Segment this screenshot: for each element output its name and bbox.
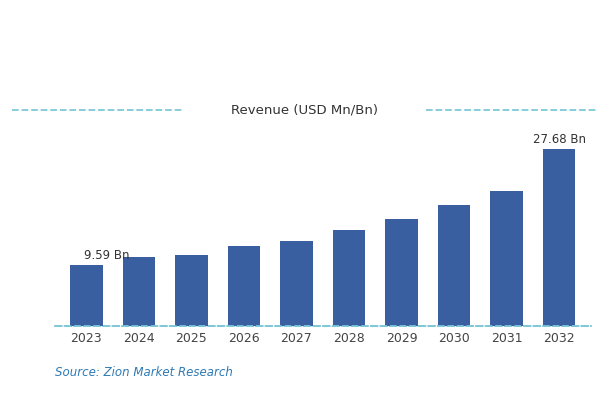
Bar [175,255,208,326]
Bar [385,219,418,326]
Text: 27.68 Bn: 27.68 Bn [533,133,586,146]
Bar [228,246,260,326]
Text: Global Market Size, 2024-2032 (USD Billion): Global Market Size, 2024-2032 (USD Billi… [152,66,457,80]
Bar [490,190,523,326]
Bar [280,241,313,326]
Bar [333,230,365,326]
Text: Source: Zion Market Research: Source: Zion Market Research [55,366,233,379]
Text: Revenue (USD Mn/Bn): Revenue (USD Mn/Bn) [231,103,378,116]
Text: Factory Automation and Machine Vision Market,: Factory Automation and Machine Vision Ma… [40,21,569,40]
Bar [438,205,470,326]
Bar [543,149,576,326]
Bar [122,257,155,326]
Bar [70,265,103,326]
Text: CAGR : 12.50%: CAGR : 12.50% [77,142,188,156]
Text: 9.59 Bn: 9.59 Bn [83,249,129,262]
